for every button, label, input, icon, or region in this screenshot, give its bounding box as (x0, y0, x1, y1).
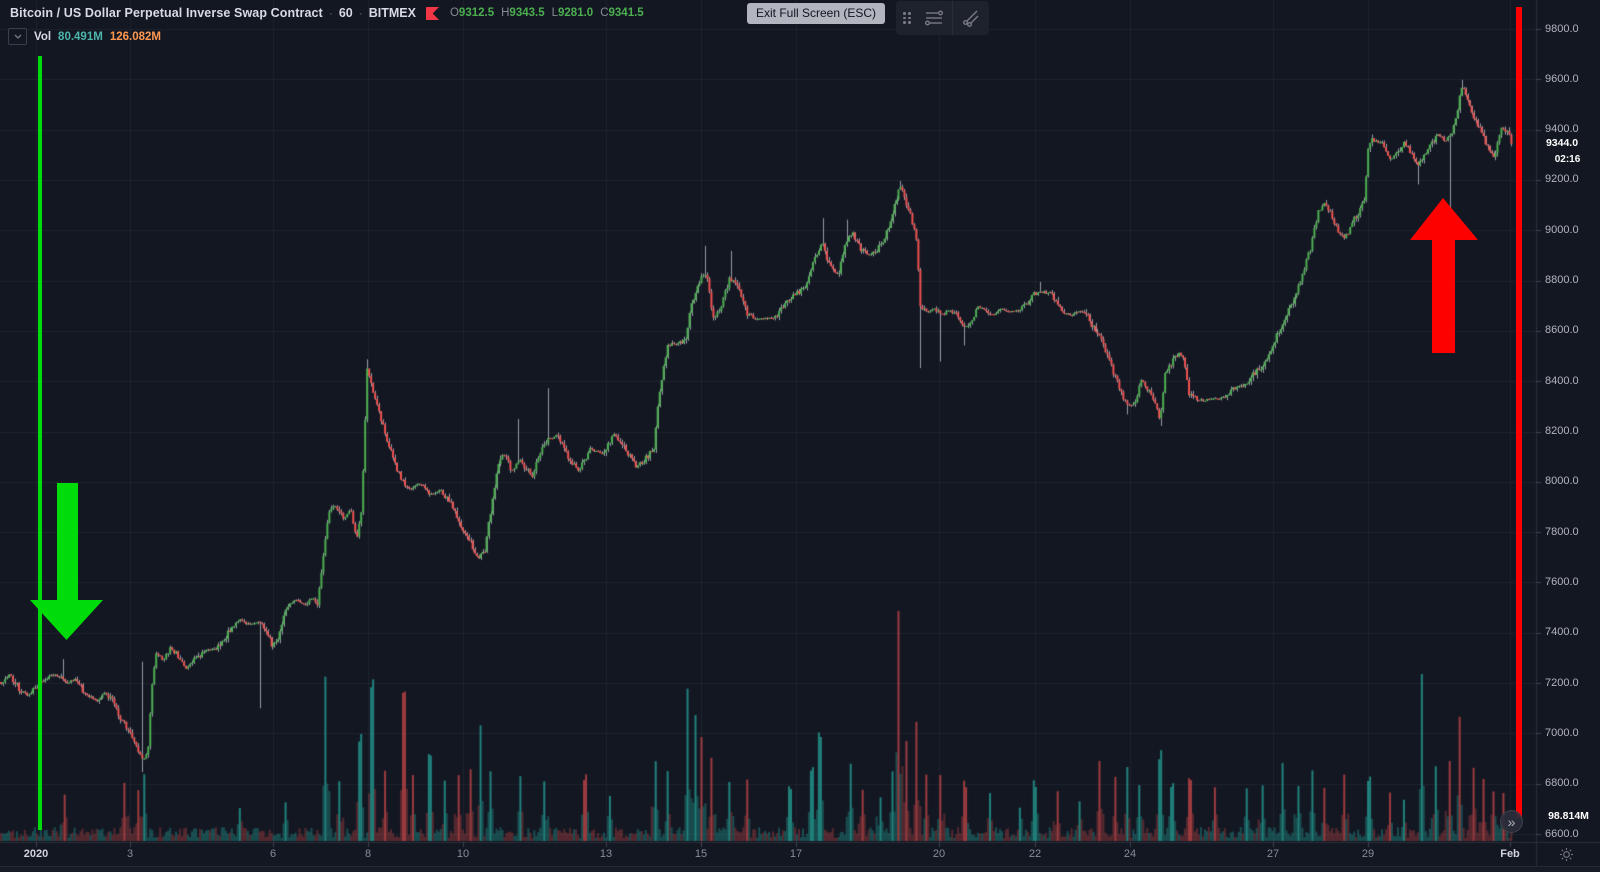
time-axis-label: Feb (1500, 848, 1520, 860)
time-axis-label: 15 (694, 848, 708, 860)
price-axis-label: 8000.0 (1545, 475, 1579, 488)
price-axis-label: 9000.0 (1545, 223, 1579, 236)
price-axis-label: 8400.0 (1545, 374, 1579, 387)
chevron-down-icon (14, 34, 21, 39)
sliders-button[interactable] (916, 1, 952, 35)
drag-handle-icon[interactable] (896, 12, 916, 24)
volume-value: 80.491M (58, 30, 103, 43)
go-to-realtime-button[interactable]: » (1500, 810, 1523, 833)
time-axis-label: 2020 (23, 848, 49, 860)
sliders-icon (925, 10, 943, 26)
price-axis-label: 9600.0 (1545, 72, 1579, 85)
chart-styles-button[interactable] (952, 1, 989, 35)
volume-ma-value: 126.082M (109, 30, 161, 43)
chart-legend: Bitcoin / US Dollar Perpetual Inverse Sw… (10, 6, 644, 20)
bottom-strip (0, 866, 1600, 872)
time-axis-label: 22 (1028, 848, 1042, 860)
volume-legend: Vol 80.491M 126.082M (8, 28, 161, 45)
time-axis-label: 24 (1123, 848, 1137, 860)
chart-styles-icon (963, 10, 979, 27)
high-label: H (501, 7, 510, 19)
exchange-label[interactable]: BITMEX (368, 6, 416, 20)
price-axis-label: 8200.0 (1545, 425, 1579, 437)
low-label: L (551, 7, 559, 19)
current-volume-badge: 98.814M (1548, 809, 1589, 822)
price-axis-label: 7200.0 (1545, 676, 1579, 689)
price-axis-label: 6800.0 (1545, 777, 1579, 790)
red-marker-vline[interactable] (1516, 7, 1522, 818)
floating-toolbar (896, 1, 989, 35)
time-axis-label: 27 (1266, 848, 1280, 860)
red-up-arrow[interactable] (1410, 198, 1478, 353)
separator-dot: · (328, 6, 333, 20)
close-value: 9341.5 (608, 7, 644, 19)
green-down-arrow[interactable] (30, 483, 104, 641)
double-chevron-right-icon: » (1507, 814, 1516, 830)
high-value: 9343.5 (509, 7, 545, 19)
time-axis-label: 20 (932, 848, 946, 860)
indicator-dropdown-button[interactable] (8, 28, 27, 45)
gear-icon (1559, 847, 1573, 861)
time-axis-label: 6 (269, 848, 277, 860)
time-axis-label: 29 (1361, 848, 1375, 860)
time-axis-label: 3 (126, 848, 134, 860)
exit-fullscreen-tooltip: Exit Full Screen (ESC) (747, 3, 886, 24)
open-label: O (449, 7, 459, 19)
time-axis-label: 8 (364, 848, 372, 860)
separator-dot: · (358, 6, 363, 20)
green-marker-vline[interactable] (37, 56, 42, 830)
close-label: C (600, 7, 609, 19)
price-axis-label: 9200.0 (1545, 173, 1579, 186)
symbol-title[interactable]: Bitcoin / US Dollar Perpetual Inverse Sw… (10, 6, 323, 20)
price-axis-label: 7600.0 (1545, 575, 1579, 588)
time-axis-label: 10 (456, 848, 470, 860)
price-axis-label: 8600.0 (1545, 324, 1579, 337)
open-value: 9312.5 (458, 7, 495, 19)
interval-label[interactable]: 60 (338, 6, 353, 20)
price-axis-label: 7400.0 (1545, 626, 1579, 639)
time-axis-settings-button[interactable] (1555, 845, 1577, 863)
price-axis-label: 8800.0 (1545, 274, 1579, 287)
price-axis-label: 7000.0 (1545, 726, 1579, 739)
bitmex-logo-icon (425, 6, 439, 20)
price-axis-label: 9800.0 (1545, 22, 1579, 35)
ohlc-values: O9312.5 H9343.5 L9281.0 C9341.5 (450, 7, 644, 19)
volume-indicator-label[interactable]: Vol (34, 30, 52, 43)
low-value: 9281.0 (558, 7, 594, 19)
time-axis-label: 17 (789, 848, 803, 860)
price-axis-label: 6600.0 (1545, 827, 1579, 840)
price-axis-label: 9400.0 (1545, 123, 1579, 136)
bar-countdown-badge: 02:16 (1554, 154, 1581, 165)
price-axis-label: 7800.0 (1545, 525, 1579, 538)
current-price-badge: 9344.0 (1545, 137, 1579, 149)
time-axis-label: 13 (599, 848, 613, 860)
